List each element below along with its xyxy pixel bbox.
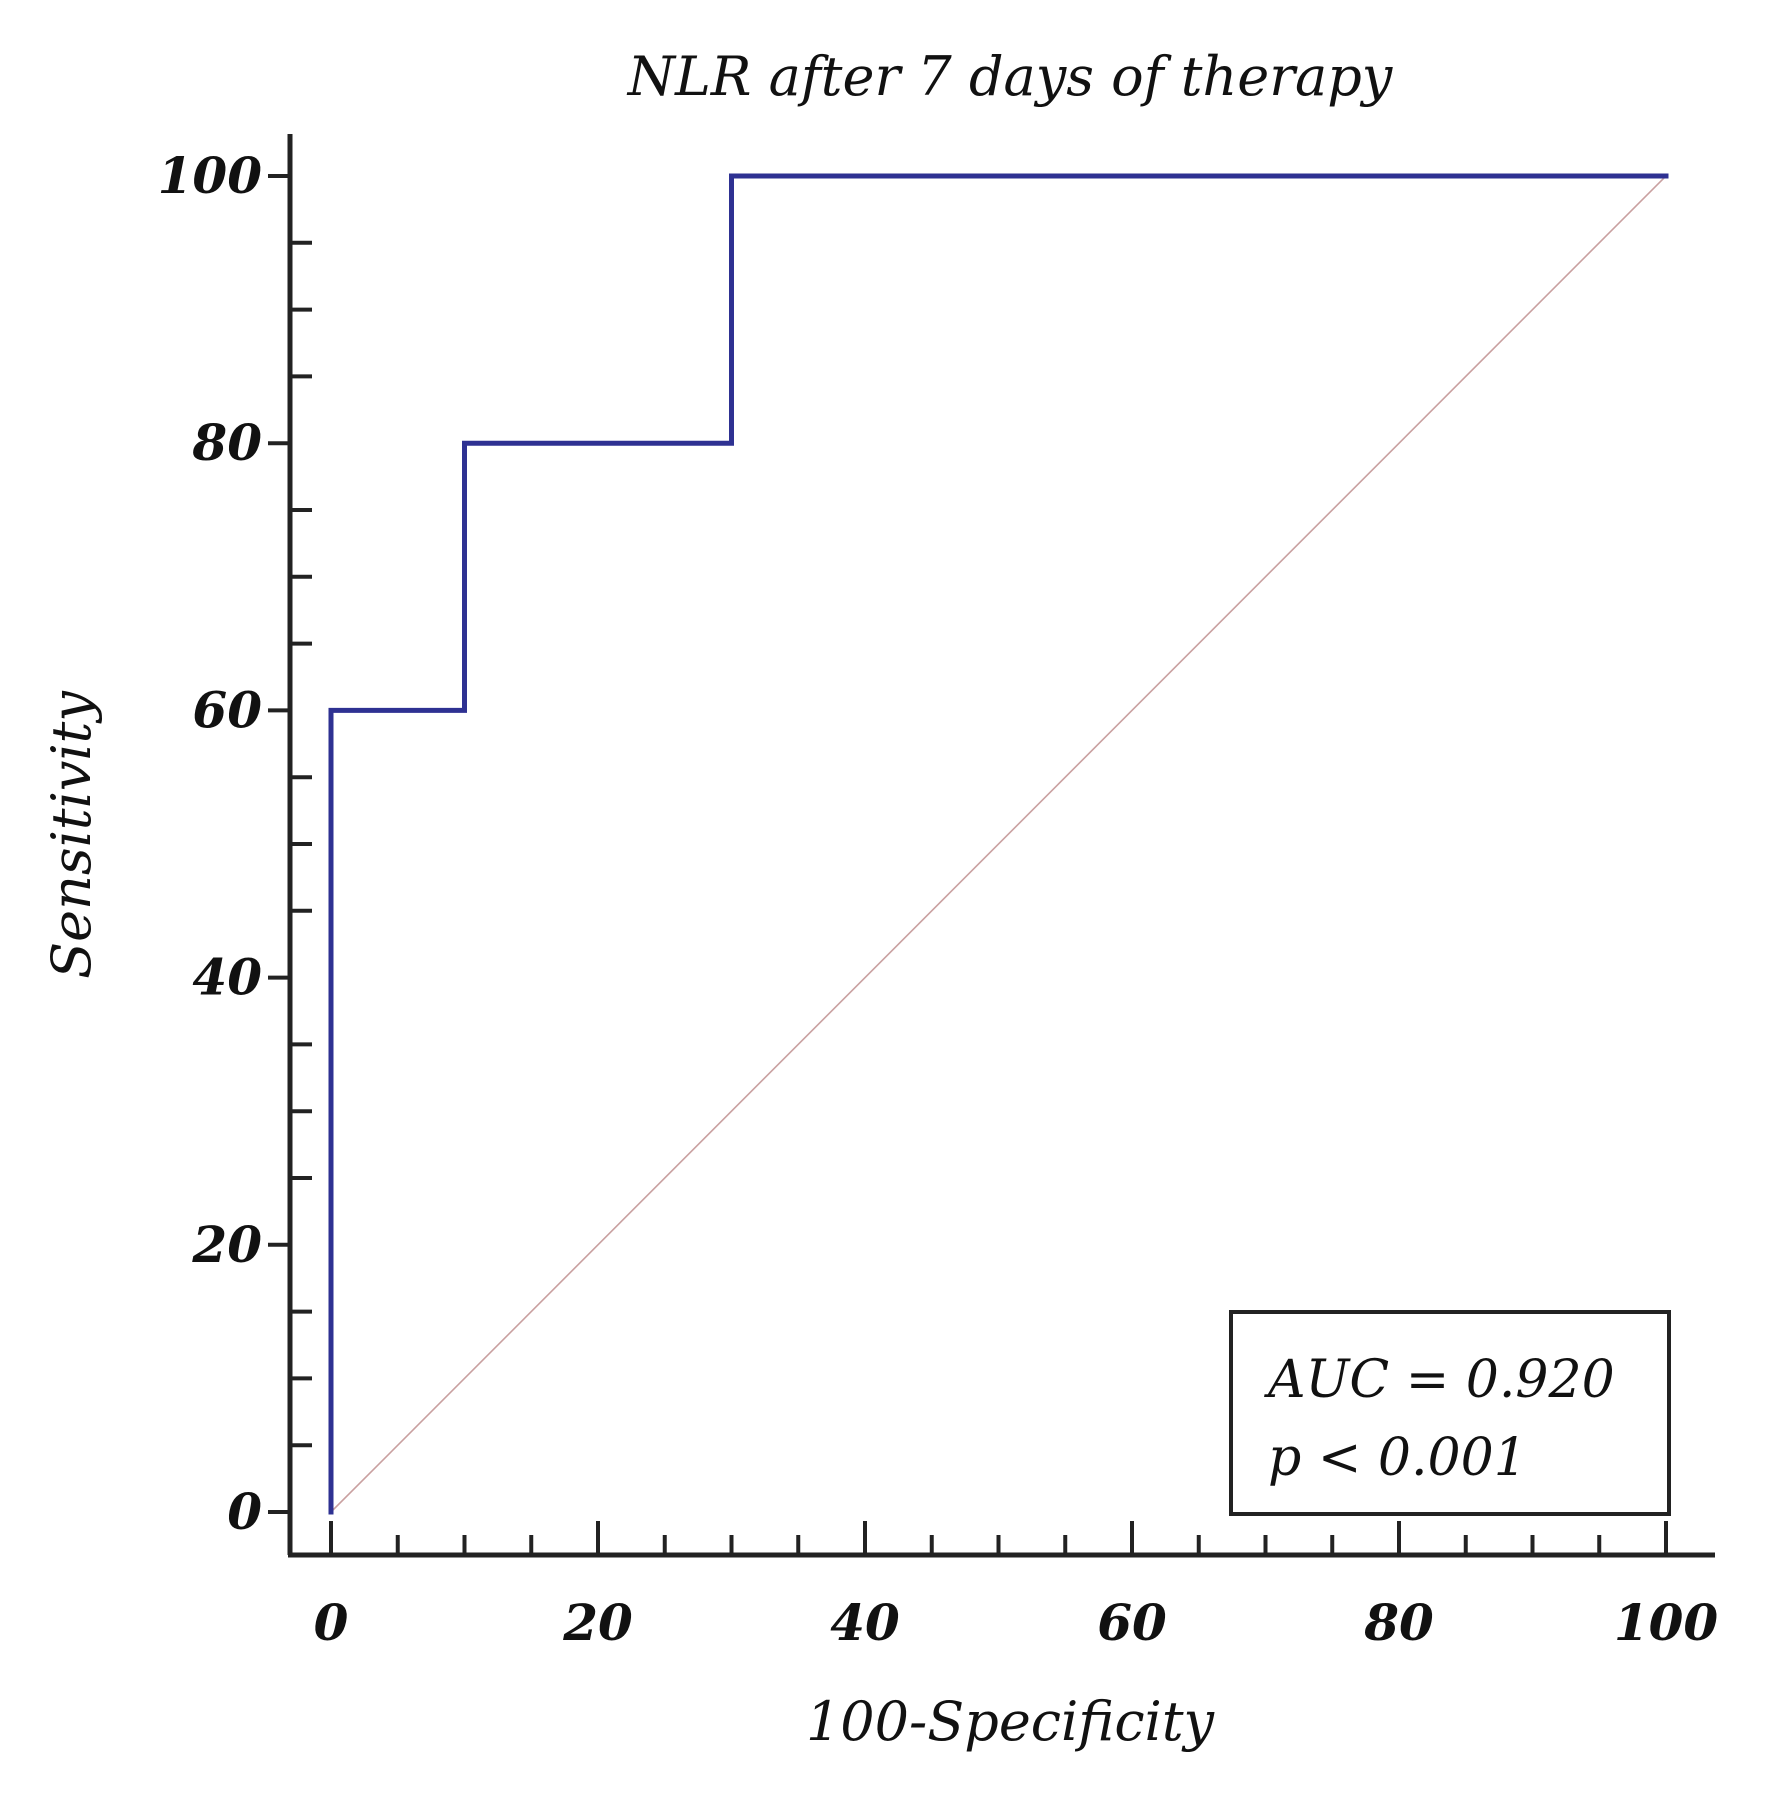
x-tick-label: 20 — [562, 1593, 633, 1652]
series-layer — [328, 173, 1669, 1515]
chart-title: NLR after 7 days of therapy — [626, 45, 1394, 108]
x-tick-label: 80 — [1363, 1593, 1434, 1652]
y-ticks — [268, 174, 312, 1514]
y-axis-title: Sensitivity — [40, 690, 103, 979]
p-value-label: p < 0.001 — [1268, 1428, 1527, 1488]
auc-label: AUC = 0.920 — [1264, 1350, 1615, 1410]
annotation-border — [1229, 1310, 1671, 1516]
x-tick-label: 0 — [314, 1593, 349, 1652]
y-tick-label: 20 — [191, 1215, 262, 1274]
x-tick-labels: 0 20 40 60 80 100 — [314, 1593, 1719, 1652]
x-tick-label: 40 — [830, 1593, 900, 1652]
y-tick-label: 100 — [158, 146, 263, 205]
y-tick-label: 40 — [192, 948, 262, 1007]
reference-diagonal-line — [329, 174, 1668, 1514]
y-tick-label: 60 — [192, 680, 262, 739]
roc-curve-line — [328, 173, 1669, 1515]
x-ticks — [329, 1521, 1668, 1555]
auc-annotation-box: AUC = 0.920 p < 0.001 — [1229, 1310, 1671, 1516]
x-axis-title: 100-Specificity — [806, 1690, 1216, 1753]
y-tick-labels: 0 20 40 60 80 100 — [158, 146, 263, 1541]
x-tick-label: 100 — [1614, 1593, 1719, 1652]
x-tick-label: 60 — [1097, 1593, 1167, 1652]
y-tick-label: 80 — [191, 413, 262, 472]
y-tick-label: 0 — [227, 1482, 262, 1541]
